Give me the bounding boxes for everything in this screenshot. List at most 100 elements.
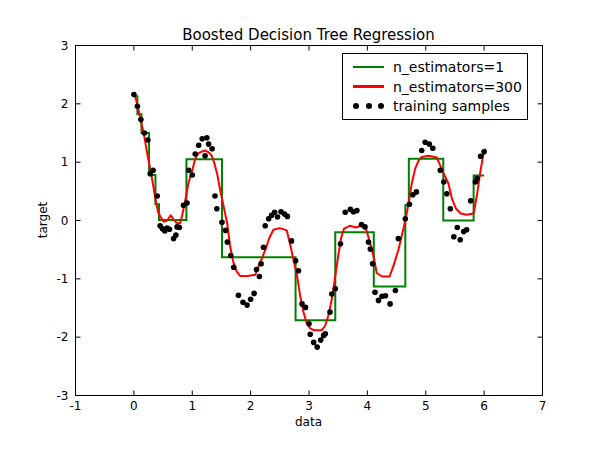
scatter-dot <box>407 201 413 207</box>
scatter-dot <box>414 189 420 195</box>
legend-item-single-tree: n_estimators=1 <box>343 57 527 77</box>
y-tick-label: 0 <box>61 214 69 228</box>
legend-label: n_estimators=1 <box>393 59 504 75</box>
legend-label: training samples <box>393 98 510 114</box>
scatter-dot <box>214 206 220 212</box>
x-tick-label: 4 <box>364 399 372 413</box>
scatter-dot <box>150 168 156 174</box>
scatter-dot <box>354 208 360 214</box>
scatter-dot <box>212 193 218 199</box>
scatter-dot <box>314 344 320 350</box>
scatter-dot <box>323 331 329 337</box>
y-tick-label: 2 <box>61 97 69 111</box>
scatter-dot <box>225 239 231 245</box>
scatter-dot <box>327 309 333 315</box>
scatter-dot <box>387 301 393 307</box>
y-tick-label: 1 <box>61 155 69 169</box>
green-line-icon <box>353 66 384 69</box>
scatter-dot <box>131 92 137 98</box>
scatter-dot <box>228 253 234 259</box>
scatter-dot <box>455 225 461 231</box>
scatter-dot <box>135 103 141 109</box>
x-tick-label: -1 <box>70 399 82 413</box>
scatter-dot <box>448 206 454 212</box>
scatter-dot <box>206 141 212 147</box>
scatter-dot <box>186 168 192 174</box>
scatter-dot <box>307 332 313 338</box>
scatter-dot <box>236 292 242 298</box>
scatter-dot <box>372 290 378 296</box>
red-line-icon <box>353 85 384 88</box>
scatter-dot <box>362 224 368 230</box>
scatter-dot <box>257 274 263 280</box>
scatter-dot <box>303 305 309 311</box>
dot-icon <box>353 103 359 109</box>
scatter-dot <box>333 286 339 292</box>
scatter-dot <box>464 227 470 233</box>
x-tick-label: 0 <box>130 399 138 413</box>
dot-icon <box>378 103 384 109</box>
x-tick-label: 3 <box>305 399 313 413</box>
x-tick-label: 2 <box>247 399 255 413</box>
scatter-dot <box>145 137 151 143</box>
scatter-dot <box>368 246 374 252</box>
scatter-dot <box>306 321 312 327</box>
scatter-dot <box>393 288 399 294</box>
scatter-dot <box>329 291 335 297</box>
y-axis-label: target <box>36 202 50 239</box>
step-line-n-estimators-1 <box>134 96 484 320</box>
scatter-dot <box>261 245 267 251</box>
scatter-dot <box>444 191 450 197</box>
scatter-dot <box>311 340 317 346</box>
scatter-dot <box>289 238 295 244</box>
y-tick-label: -2 <box>57 330 69 344</box>
matplotlib-figure: -101234567-3-2-10123 Boosted Decision Tr… <box>0 0 602 449</box>
y-tick-label: -3 <box>57 389 69 403</box>
scatter-dot <box>383 293 389 299</box>
red-line-sample <box>353 85 384 88</box>
scatter-dot <box>192 151 198 157</box>
scatter-dot <box>190 172 196 178</box>
scatter-dot <box>468 198 474 204</box>
scatter-dot <box>430 145 436 151</box>
legend: n_estimators=1 n_estimators=300 training… <box>342 53 528 120</box>
scatter-dot <box>318 337 324 343</box>
scatter-dot <box>209 146 215 152</box>
scatter-dot <box>403 216 409 222</box>
x-axis-label: data <box>75 415 542 429</box>
chart-title: Boosted Decision Tree Regression <box>75 26 542 44</box>
scatter-dot <box>419 148 425 154</box>
scatter-dot <box>202 153 208 159</box>
scatter-dot <box>254 267 260 273</box>
legend-item-training-samples: training samples <box>343 96 527 116</box>
y-tick-label: 3 <box>61 39 69 53</box>
scatter-dot <box>204 135 210 141</box>
scatter-dot <box>142 130 148 136</box>
scatter-dot <box>258 261 264 267</box>
scatter-dot <box>167 227 173 233</box>
dot-icon <box>366 103 372 109</box>
green-line-sample <box>353 66 384 69</box>
scatter-dot <box>177 225 183 231</box>
scatter-dot <box>338 241 344 247</box>
scatter-dot <box>438 168 444 174</box>
legend-label: n_estimators=300 <box>393 79 522 95</box>
x-tick-label: 1 <box>188 399 196 413</box>
scatter-dot <box>366 239 372 245</box>
scatter-dot <box>196 143 202 149</box>
scatter-dot <box>173 232 179 238</box>
scatter-dot <box>272 210 278 216</box>
scatter-dot <box>441 179 447 185</box>
scatter-dot <box>223 228 229 234</box>
scatter-dot <box>296 268 302 274</box>
scatter-dot <box>231 264 237 270</box>
y-tick-label: -1 <box>57 272 69 286</box>
scatter-dot <box>275 214 281 220</box>
scatter-dot <box>370 261 376 267</box>
scatter-dot <box>293 258 299 264</box>
scatter-dot <box>396 236 402 242</box>
scatter-dot <box>285 214 291 220</box>
scatter-dot <box>251 291 257 297</box>
scatter-dots-sample <box>353 103 384 109</box>
scatter-dot <box>451 234 457 240</box>
